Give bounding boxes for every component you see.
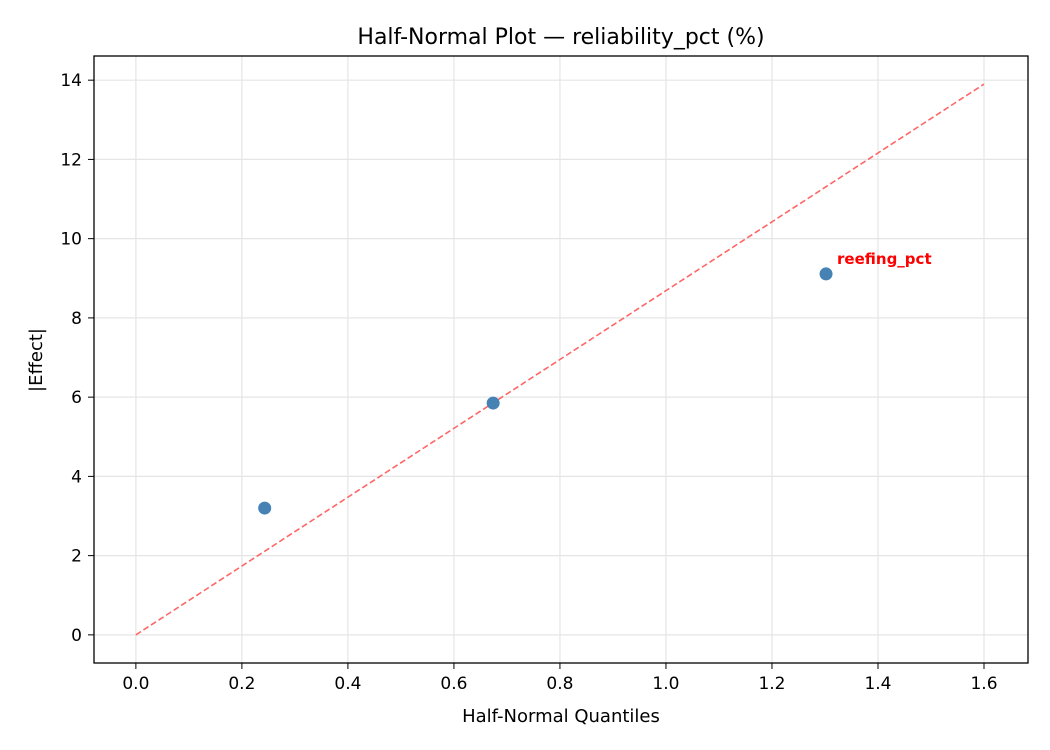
y-tick-label: 8	[71, 309, 82, 329]
x-tick-label: 0.2	[228, 674, 255, 694]
x-tick-label: 0.4	[334, 674, 361, 694]
chart-title: Half-Normal Plot — reliability_pct (%)	[357, 25, 764, 50]
x-tick-label: 1.6	[970, 674, 997, 694]
x-tick-label: 0.6	[440, 674, 467, 694]
y-tick-label: 6	[71, 388, 82, 408]
y-tick-label: 12	[60, 150, 82, 170]
data-point	[819, 267, 833, 281]
plot-frame	[93, 55, 1029, 664]
x-axis-label: Half-Normal Quantiles	[462, 706, 660, 727]
x-tick-label: 0.8	[546, 674, 573, 694]
x-tick-label: 1.4	[864, 674, 891, 694]
point-annotation: reefing_pct	[837, 250, 932, 268]
y-axis-label: |Effect|	[26, 328, 47, 392]
reference-line	[135, 83, 985, 636]
grid	[94, 56, 1028, 663]
data-point	[486, 396, 500, 410]
marks: reefing_pct	[135, 83, 985, 636]
y-tick-label: 14	[60, 71, 82, 91]
data-point	[258, 501, 272, 515]
y-tick-label: 0	[71, 626, 82, 646]
x-tick-label: 0.0	[122, 674, 149, 694]
y-tick-label: 2	[71, 547, 82, 567]
x-tick-label: 1.0	[652, 674, 679, 694]
x-tick-label: 1.2	[758, 674, 785, 694]
y-tick-label: 10	[60, 230, 82, 250]
ticks: 0.0 0.2 0.4 0.6 0.8 1.0 1.2 1.4 1.6 0 2 4 6 8 10 12 14	[60, 71, 997, 694]
y-tick-label: 4	[71, 467, 82, 487]
